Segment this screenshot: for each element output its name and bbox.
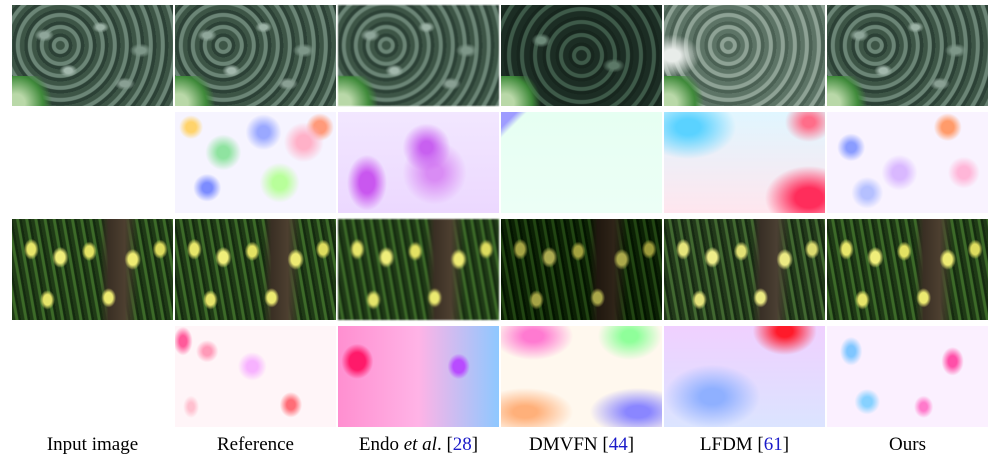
citation-link[interactable]: 28 <box>452 434 472 455</box>
tulip-endo-flow <box>338 326 499 427</box>
label-input-image: Input image <box>46 434 139 455</box>
tulip-endo-frame <box>338 219 499 320</box>
ivy-lfdm-frame <box>664 5 825 106</box>
tulip-dmvfn-frame <box>501 219 662 320</box>
column-labels: Input image Reference Endo et al. [28] D… <box>12 430 989 460</box>
ivy-dmvfn-flow <box>501 112 662 213</box>
ivy-ours-frame <box>827 5 988 106</box>
tulip-dmvfn-flow <box>501 326 662 427</box>
ivy-endo-flow <box>338 112 499 213</box>
label-reference: Reference <box>217 434 294 455</box>
ivy-input-image <box>12 5 173 106</box>
tulip-ours-frame <box>827 219 988 320</box>
ivy-input-blank <box>12 112 173 213</box>
ivy-lfdm-flow <box>664 112 825 213</box>
tulip-reference-frame <box>175 219 336 320</box>
ivy-ours-flow <box>827 112 988 213</box>
citation-link[interactable]: 44 <box>608 434 628 455</box>
figure-grid <box>12 5 989 427</box>
tulip-input-image <box>12 219 173 320</box>
tulip-lfdm-flow <box>664 326 825 427</box>
label-endo: Endo et al. [28] <box>358 434 479 455</box>
ivy-reference-flow <box>175 112 336 213</box>
tulip-ours-flow <box>827 326 988 427</box>
tulip-lfdm-frame <box>664 219 825 320</box>
ivy-dmvfn-frame <box>501 5 662 106</box>
ivy-reference-frame <box>175 5 336 106</box>
ivy-endo-frame <box>338 5 499 106</box>
label-ours: Ours <box>889 434 926 455</box>
label-dmvfn: DMVFN [44] <box>528 434 635 455</box>
citation-link[interactable]: 61 <box>763 434 783 455</box>
tulip-reference-flow <box>175 326 336 427</box>
tulip-input-blank <box>12 326 173 427</box>
label-lfdm: LFDM [61] <box>699 434 790 455</box>
